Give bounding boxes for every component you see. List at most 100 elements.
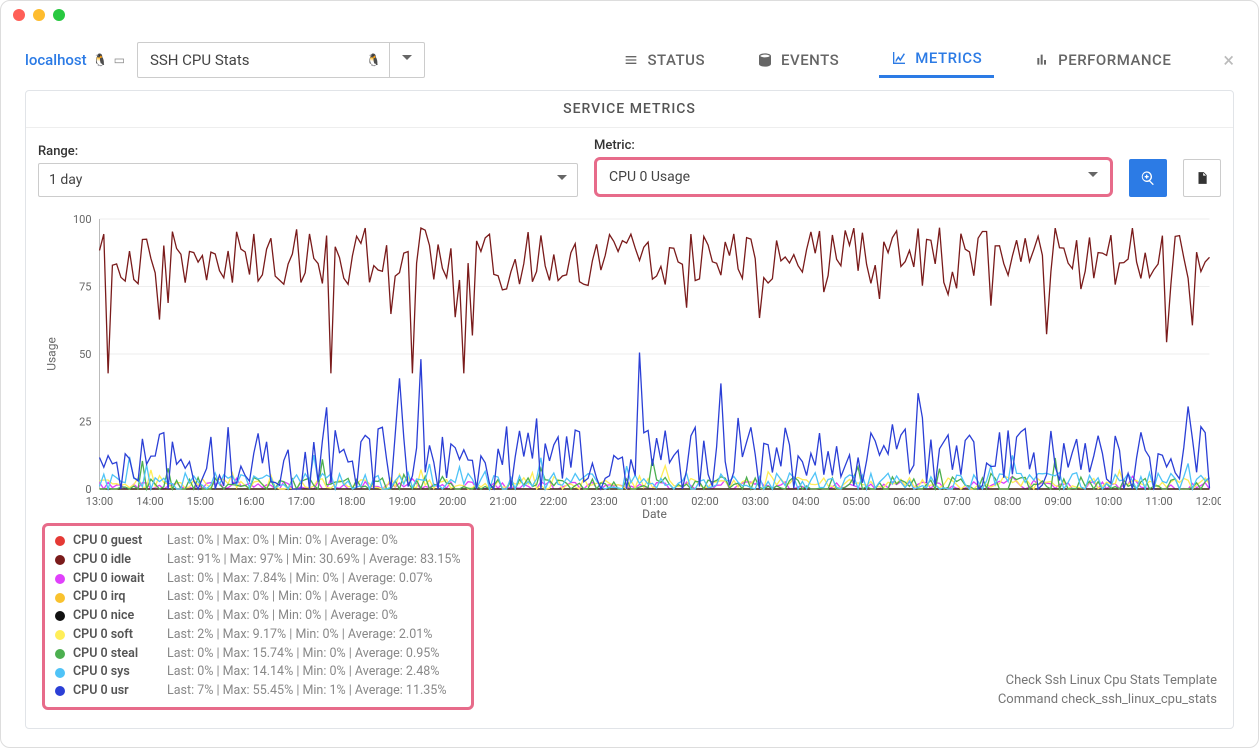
legend-row: CPU 0 iowait Last: 0% | Max: 7.84% | Min:… <box>55 570 461 589</box>
svg-text:03:00: 03:00 <box>742 495 769 508</box>
window-close-dot[interactable] <box>13 9 25 21</box>
legend-row: CPU 0 soft Last: 2% | Max: 9.17% | Min: 0… <box>55 626 461 645</box>
metric-label: Metric: <box>594 138 1113 153</box>
legend-series-name: CPU 0 steal <box>73 645 159 664</box>
zoom-button[interactable] <box>1129 159 1167 197</box>
svg-text:22:00: 22:00 <box>540 495 567 508</box>
host-link[interactable]: localhost 🐧 ▭ <box>25 51 125 69</box>
legend-row: CPU 0 nice Last: 0% | Max: 0% | Min: 0% |… <box>55 607 461 626</box>
svg-text:25: 25 <box>79 416 91 429</box>
svg-text:18:00: 18:00 <box>338 495 365 508</box>
range-select[interactable]: 1 day <box>38 163 578 197</box>
legend-color-dot <box>55 555 65 565</box>
service-linux-icon: 🐧 <box>358 53 389 67</box>
legend-row: CPU 0 sysLast: 0% | Max: 14.14% | Min: 0… <box>55 663 461 682</box>
legend-color-dot <box>55 668 65 678</box>
legend-series-name: CPU 0 nice <box>73 607 159 626</box>
range-label: Range: <box>38 144 578 159</box>
metric-filter: Metric: CPU 0 Usage <box>594 138 1113 197</box>
legend-series-stats: Last: 7% | Max: 55.45% | Min: 1% | Avera… <box>167 682 446 701</box>
legend-color-dot <box>55 593 65 603</box>
svg-text:12:00: 12:00 <box>1196 495 1221 508</box>
svg-text:75: 75 <box>79 281 91 294</box>
svg-text:11:00: 11:00 <box>1145 495 1172 508</box>
legend-series-name: CPU 0 soft <box>73 626 159 645</box>
magnify-plus-icon <box>1140 170 1156 186</box>
template-label: Check Ssh Linux Cpu Stats Template <box>998 671 1217 691</box>
svg-text:13:00: 13:00 <box>86 495 113 508</box>
svg-text:04:00: 04:00 <box>792 495 819 508</box>
legend-footer-row: CPU 0 guest Last: 0% | Max: 0% | Min: 0% … <box>26 519 1233 728</box>
legend-series-stats: Last: 91% | Max: 97% | Min: 30.69% | Ave… <box>167 551 461 570</box>
topbar: localhost 🐧 ▭ SSH CPU Stats 🐧 STATUS EVE… <box>1 29 1258 86</box>
legend-color-dot <box>55 574 65 584</box>
legend-series-stats: Last: 0% | Max: 0% | Min: 0% | Average: … <box>167 607 398 626</box>
window-titlebar <box>1 1 1258 29</box>
legend-row: CPU 0 idle Last: 91% | Max: 97% | Min: 30… <box>55 551 461 570</box>
svg-text:16:00: 16:00 <box>237 495 264 508</box>
legend-color-dot <box>55 630 65 640</box>
legend-series-name: CPU 0 idle <box>73 551 159 570</box>
legend-color-dot <box>55 611 65 621</box>
tab-status[interactable]: STATUS <box>611 43 717 77</box>
tab-status-label: STATUS <box>647 51 705 69</box>
legend-box: CPU 0 guest Last: 0% | Max: 0% | Min: 0% … <box>42 523 474 710</box>
legend-series-name: CPU 0 irq <box>73 588 159 607</box>
svg-text:07:00: 07:00 <box>944 495 971 508</box>
tab-performance-label: PERFORMANCE <box>1058 51 1171 69</box>
legend-series-stats: Last: 2% | Max: 9.17% | Min: 0% | Averag… <box>167 626 432 645</box>
svg-text:02:00: 02:00 <box>691 495 718 508</box>
metrics-panel: SERVICE METRICS Range: 1 day Metric: CPU… <box>25 90 1234 729</box>
legend-color-dot <box>55 649 65 659</box>
host-server-icon: ▭ <box>114 53 125 67</box>
legend-series-name: CPU 0 iowait <box>73 570 159 589</box>
svg-text:17:00: 17:00 <box>288 495 315 508</box>
tab-events-label: EVENTS <box>781 51 839 69</box>
chart-line-icon <box>891 50 907 66</box>
svg-text:23:00: 23:00 <box>590 495 617 508</box>
legend-row: CPU 0 guest Last: 0% | Max: 0% | Min: 0% … <box>55 532 461 551</box>
range-filter: Range: 1 day <box>38 144 578 197</box>
chevron-down-icon <box>1088 168 1098 186</box>
svg-text:P: P <box>1200 178 1203 184</box>
chevron-down-icon <box>557 171 567 189</box>
svg-text:21:00: 21:00 <box>489 495 516 508</box>
list-icon <box>623 52 639 68</box>
svg-text:10:00: 10:00 <box>1095 495 1122 508</box>
legend-series-stats: Last: 0% | Max: 14.14% | Min: 0% | Avera… <box>167 663 439 682</box>
nav-tabs: STATUS EVENTS METRICS PERFORMANCE × <box>611 41 1234 78</box>
tab-metrics-label: METRICS <box>915 49 982 67</box>
legend-series-stats: Last: 0% | Max: 0% | Min: 0% | Average: … <box>167 532 398 551</box>
panel-close-icon[interactable]: × <box>1223 48 1234 72</box>
service-select-value: SSH CPU Stats <box>138 51 358 69</box>
service-select-caret[interactable] <box>389 43 424 77</box>
host-name: localhost <box>25 51 87 69</box>
legend-color-dot <box>55 686 65 696</box>
service-select[interactable]: SSH CPU Stats 🐧 <box>137 42 425 78</box>
svg-text:Usage: Usage <box>45 337 59 371</box>
tab-events[interactable]: EVENTS <box>745 43 851 77</box>
legend-series-stats: Last: 0% | Max: 7.84% | Min: 0% | Averag… <box>167 570 432 589</box>
legend-row: CPU 0 irqLast: 0% | Max: 0% | Min: 0% | … <box>55 588 461 607</box>
database-icon <box>757 52 773 68</box>
svg-text:06:00: 06:00 <box>893 495 920 508</box>
legend-color-dot <box>55 536 65 546</box>
window-min-dot[interactable] <box>33 9 45 21</box>
tab-metrics[interactable]: METRICS <box>879 41 994 78</box>
range-value: 1 day <box>49 172 82 188</box>
chart-container: 025507510013:0014:0015:0016:0017:0018:00… <box>26 203 1233 519</box>
window-max-dot[interactable] <box>53 9 65 21</box>
export-pdf-button[interactable]: P <box>1183 159 1221 197</box>
svg-text:19:00: 19:00 <box>389 495 416 508</box>
metric-select[interactable]: CPU 0 Usage <box>599 162 1108 192</box>
app-window: localhost 🐧 ▭ SSH CPU Stats 🐧 STATUS EVE… <box>0 0 1259 748</box>
tab-performance[interactable]: PERFORMANCE <box>1022 43 1183 77</box>
file-pdf-icon: P <box>1195 171 1209 185</box>
footer-info: Check Ssh Linux Cpu Stats Template Comma… <box>998 671 1217 710</box>
filters-row: Range: 1 day Metric: CPU 0 Usage <box>26 128 1233 203</box>
svg-text:14:00: 14:00 <box>136 495 163 508</box>
bar-chart-icon <box>1034 52 1050 68</box>
svg-text:20:00: 20:00 <box>439 495 466 508</box>
legend-series-name: CPU 0 usr <box>73 682 159 701</box>
legend-series-name: CPU 0 guest <box>73 532 159 551</box>
